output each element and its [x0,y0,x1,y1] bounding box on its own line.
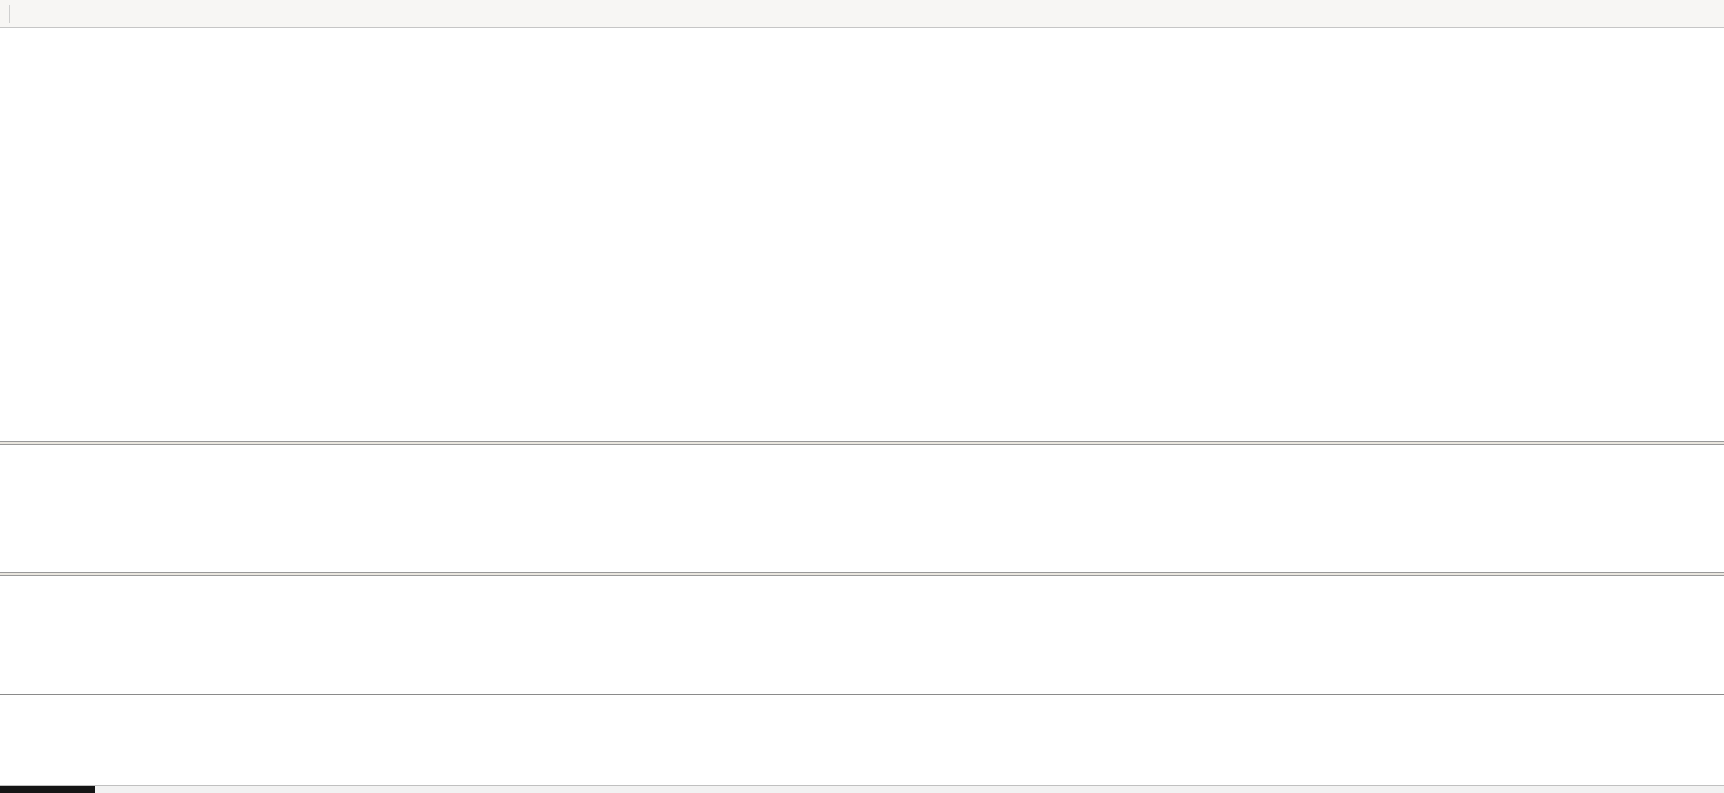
taskbar-fragment[interactable] [0,785,1724,793]
rsi-header [5,579,13,591]
time-axis[interactable] [0,694,1724,714]
rsi-panel[interactable] [0,576,1724,694]
main-toolbar [0,0,1724,28]
splitter-rsi[interactable] [0,572,1724,576]
splitter-macd[interactable] [0,441,1724,445]
main-price-chart[interactable] [0,28,1724,441]
macd-panel[interactable] [0,445,1724,572]
taskbar-button[interactable] [0,786,95,793]
macd-header [5,448,21,460]
toolbar-separator [9,4,10,23]
